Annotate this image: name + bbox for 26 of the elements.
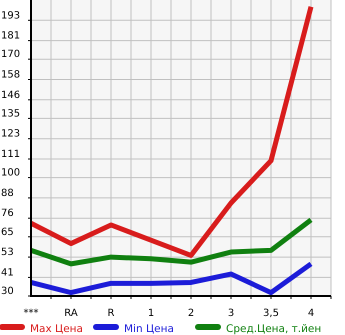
y-tick-label: 41 (1, 267, 14, 278)
y-tick-label: 146 (1, 90, 20, 101)
y-tick-label: 123 (1, 128, 20, 140)
y-tick-label: 193 (1, 10, 20, 22)
y-tick-label: 30 (1, 286, 14, 297)
x-tick-label: RA (64, 308, 78, 319)
y-tick-label: 65 (1, 226, 14, 238)
y-tick-label: 135 (1, 108, 20, 120)
legend-label: Min Цена (124, 323, 174, 335)
legend-label: Сред.Цена, т.йен (226, 323, 322, 335)
x-tick-label: *** (24, 308, 38, 319)
y-tick-label: 158 (1, 69, 20, 80)
y-tick-label: 53 (1, 247, 14, 258)
y-tick-label: 111 (1, 148, 20, 160)
x-tick-label: 3,5 (263, 308, 279, 319)
y-tick-label: 88 (1, 188, 14, 199)
x-tick-label: 3 (228, 308, 234, 319)
x-tick-label: 4 (308, 308, 314, 319)
y-tick-label: 76 (1, 208, 14, 220)
y-tick-label: 100 (1, 168, 20, 179)
legend-label: Max Цена (30, 323, 83, 335)
y-tick-label: 181 (1, 30, 20, 42)
y-tick-label: 170 (1, 49, 20, 60)
x-tick-label: 1 (148, 308, 154, 319)
x-tick-label: 2 (188, 308, 194, 319)
x-tick-label: R (108, 308, 115, 319)
